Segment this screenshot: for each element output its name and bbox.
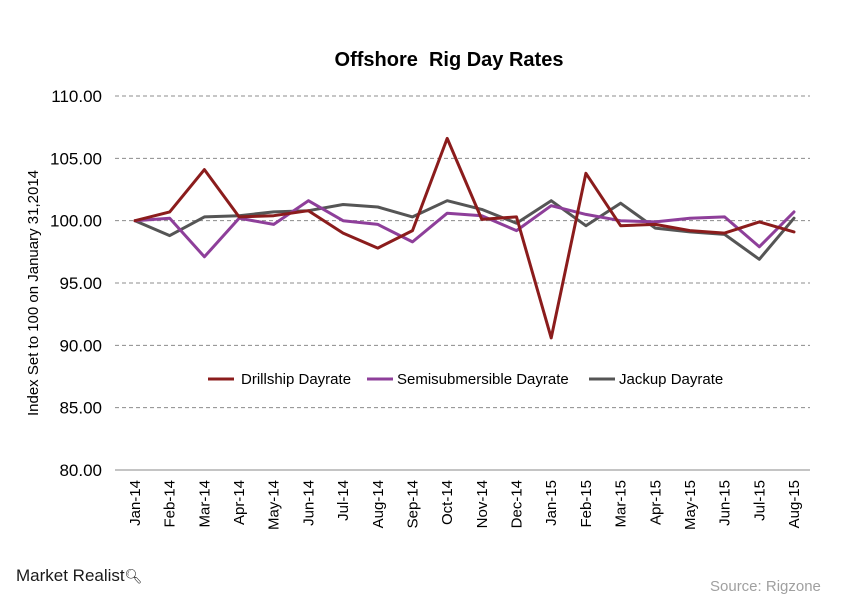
gridlines [115,95,810,409]
x-tick-label: Nov-14 [474,480,491,528]
source-note: Source: Rigzone [710,578,821,595]
x-tick-label: Jan-15 [543,480,560,526]
x-tick-label: Jul-15 [751,480,768,521]
x-tick-label: Mar-14 [196,480,213,528]
legend-label: Semisubmersible Dayrate [397,371,569,388]
x-tick-label: Jun-15 [717,480,734,526]
magnifier-icon: 🔍︎ [124,568,143,584]
y-tick-label: 105.00 [50,149,102,168]
x-tick-label: Feb-15 [578,480,595,528]
y-tick-label: 110.00 [51,87,102,106]
x-tick-label: Aug-15 [786,480,803,528]
x-axis-ticks: Jan-14 Feb-14 Mar-14 Apr-14 May-14 Jun-14 Jul-… [127,480,803,530]
y-tick-label: 90.00 [59,336,102,355]
brand-logo: Market Realist🔍︎ [16,566,142,586]
legend: Drillship Dayrate Semisubmersible Dayrate… [208,371,723,388]
legend-label: Drillship Dayrate [241,371,351,388]
x-tick-label: Feb-14 [162,480,179,528]
x-tick-label: Mar-15 [613,480,630,528]
x-tick-label: Sep-14 [404,480,421,528]
x-tick-label: Aug-14 [370,480,387,528]
x-tick-label: Jul-14 [335,480,352,521]
y-axis-ticks: 80.00 85.00 90.00 95.00 100.00 105.00 110.00 [50,87,102,480]
x-tick-label: May-15 [682,480,699,530]
x-tick-label: Apr-15 [647,480,664,525]
legend-label: Jackup Dayrate [619,371,723,388]
series-line-jackup-dayrate [133,199,796,261]
x-tick-label: Jun-14 [300,480,317,526]
y-tick-label: 100.00 [50,212,102,231]
x-tick-label: Dec-14 [509,480,526,528]
brand-name: Market Realist [16,566,125,585]
y-tick-label: 80.00 [59,461,102,480]
series-lines [133,136,796,340]
series-line-drillship-dayrate [133,136,796,340]
y-tick-label: 85.00 [59,399,102,418]
y-axis-label: Index Set to 100 on January 31,2014 [25,170,42,416]
x-tick-label: May-14 [266,480,283,530]
x-tick-label: Jan-14 [127,480,144,526]
x-tick-label: Apr-14 [231,480,248,525]
x-tick-label: Oct-14 [439,480,456,525]
series-line-semisubmersible-dayrate [133,199,796,259]
chart-title: Offshore Rig Day Rates [335,49,564,71]
y-tick-label: 95.00 [59,274,102,293]
